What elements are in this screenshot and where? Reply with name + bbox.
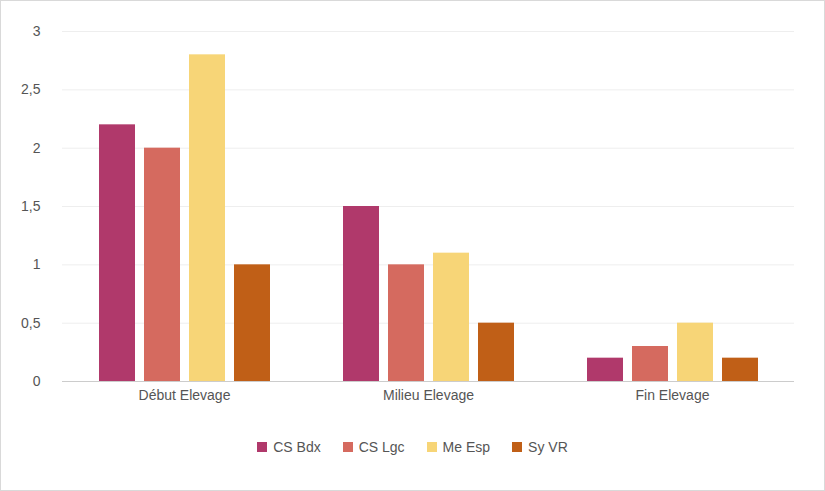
html-text:Sy VR: Sy VR [528,439,568,455]
svg-text:0,5: 0,5 [21,315,41,331]
html-text:Me Esp: Me Esp [442,439,491,455]
svg-text:0: 0 [33,373,41,389]
svg-text:Début Elevage: Début Elevage [139,387,231,403]
svg-text:1,5: 1,5 [21,198,41,214]
svg-text:3: 3 [33,23,41,39]
html-text:CS Bdx: CS Bdx [273,439,321,455]
svg-text:2,5: 2,5 [21,81,41,97]
svg-text:Milieu Elevage: Milieu Elevage [383,387,474,403]
svg-text:1: 1 [33,256,41,272]
svg-text:Fin Elevage: Fin Elevage [636,387,710,403]
html-text:CS Lgc: CS Lgc [358,439,405,455]
svg-text:2: 2 [33,140,41,156]
